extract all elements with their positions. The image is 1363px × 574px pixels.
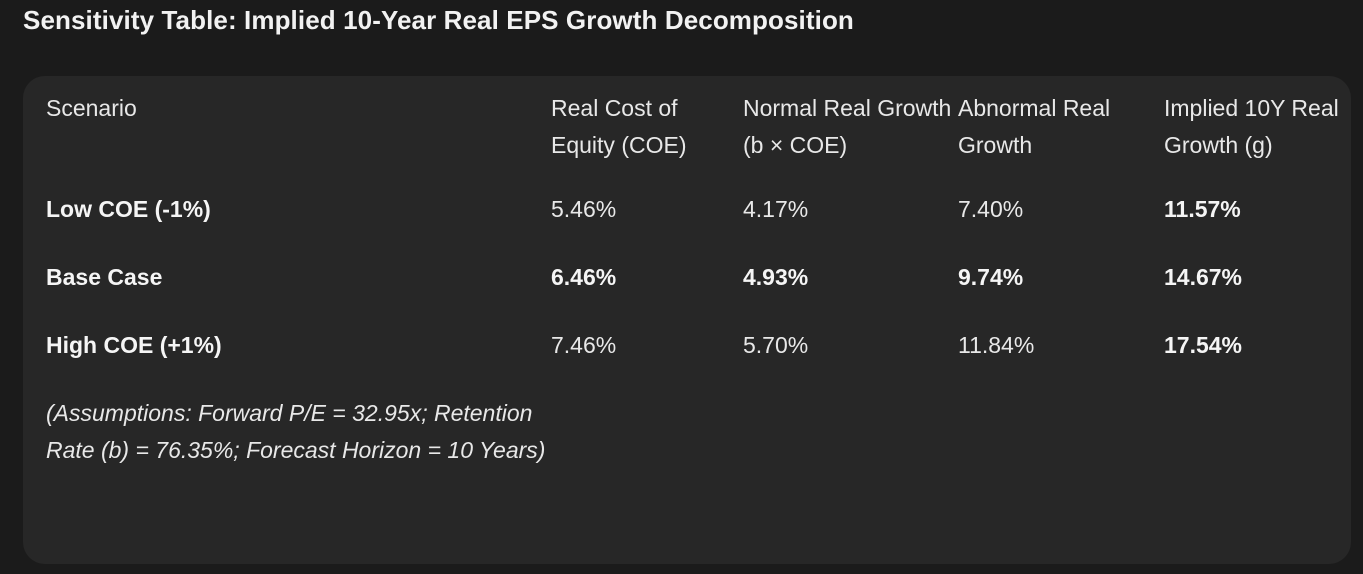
header-real-cost-of-equity: Real Cost of Equity (COE) bbox=[551, 95, 687, 158]
coe-cell: 5.46% bbox=[551, 196, 617, 222]
header-abnormal-real-growth: Abnormal Real Growth bbox=[958, 95, 1111, 158]
assumptions-note: (Assumptions: Forward P/E = 32.95x; Rete… bbox=[46, 400, 546, 463]
empty-cell bbox=[1164, 395, 1344, 469]
abnormal-growth-cell: 9.74% bbox=[958, 264, 1024, 290]
implied-growth-cell: 11.57% bbox=[1164, 196, 1241, 222]
table-row-low-coe: Low COE (-1%) 5.46% 4.17% 7.40% 11.57% bbox=[46, 191, 1344, 259]
normal-growth-cell: 4.93% bbox=[743, 264, 809, 290]
sensitivity-table: Scenario Real Cost of Equity (COE) Norma… bbox=[46, 90, 1344, 469]
coe-cell: 6.46% bbox=[551, 264, 617, 290]
abnormal-growth-cell: 7.40% bbox=[958, 196, 1024, 222]
header-implied-10y-real-growth: Implied 10Y Real Growth (g) bbox=[1164, 95, 1339, 158]
empty-cell bbox=[958, 395, 1164, 469]
implied-growth-cell: 14.67% bbox=[1164, 264, 1243, 290]
table-row-assumptions: (Assumptions: Forward P/E = 32.95x; Rete… bbox=[46, 395, 1344, 469]
normal-growth-cell: 5.70% bbox=[743, 332, 809, 358]
normal-growth-cell: 4.17% bbox=[743, 196, 809, 222]
header-scenario: Scenario bbox=[46, 95, 137, 121]
scenario-cell: Base Case bbox=[46, 264, 163, 290]
empty-cell bbox=[743, 395, 958, 469]
page-title: Sensitivity Table: Implied 10-Year Real … bbox=[23, 5, 854, 35]
implied-growth-cell: 17.54% bbox=[1164, 332, 1243, 358]
table-header-row: Scenario Real Cost of Equity (COE) Norma… bbox=[46, 90, 1344, 191]
coe-cell: 7.46% bbox=[551, 332, 617, 358]
abnormal-growth-cell: 11.84% bbox=[958, 332, 1035, 358]
table-row-base-case: Base Case 6.46% 4.93% 9.74% 14.67% bbox=[46, 259, 1344, 327]
scenario-cell: Low COE (-1%) bbox=[46, 196, 211, 222]
table-row-high-coe: High COE (+1%) 7.46% 5.70% 11.84% 17.54% bbox=[46, 327, 1344, 395]
empty-cell bbox=[551, 395, 743, 469]
header-normal-real-growth: Normal Real Growth (b × COE) bbox=[743, 95, 952, 158]
scenario-cell: High COE (+1%) bbox=[46, 332, 222, 358]
table-card: Scenario Real Cost of Equity (COE) Norma… bbox=[23, 76, 1351, 564]
